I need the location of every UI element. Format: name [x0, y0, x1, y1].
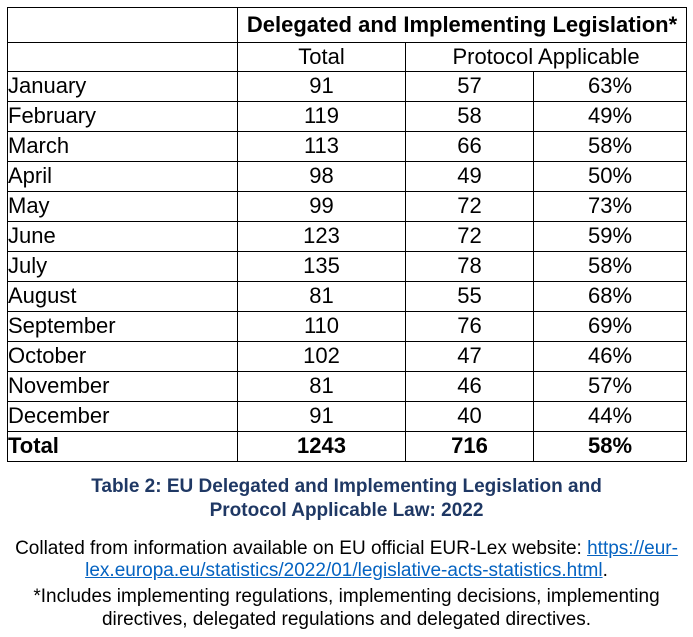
- footnote: *Includes implementing regulations, impl…: [0, 585, 693, 631]
- protocol-cell: 76: [405, 311, 534, 342]
- protocol-cell: 49: [405, 161, 534, 192]
- total-cell: 123: [237, 221, 406, 252]
- total-row-total: 1243: [237, 431, 406, 462]
- table-total-row: Total 1243 716 58%: [7, 431, 687, 462]
- protocol-cell: 55: [405, 281, 534, 312]
- total-cell: 99: [237, 191, 406, 222]
- month-cell: August: [7, 281, 238, 312]
- source-link[interactable]: https://eur-lex.europa.eu/statistics/202…: [85, 538, 678, 581]
- month-cell: December: [7, 401, 238, 432]
- protocol-cell: 72: [405, 221, 534, 252]
- table-caption: Table 2: EU Delegated and Implementing L…: [0, 475, 693, 523]
- percent-cell: 50%: [533, 161, 687, 192]
- protocol-cell: 47: [405, 341, 534, 372]
- percent-cell: 58%: [533, 131, 687, 162]
- protocol-cell: 78: [405, 251, 534, 282]
- table-header-row-columns: Total Protocol Applicable: [7, 42, 687, 72]
- caption-line-2: Protocol Applicable Law: 2022: [209, 500, 484, 521]
- table-row: February 119 58 49%: [7, 101, 687, 132]
- month-cell: January: [7, 71, 238, 102]
- table-row: October 102 47 46%: [7, 341, 687, 372]
- table-row: August 81 55 68%: [7, 281, 687, 312]
- total-cell: 91: [237, 71, 406, 102]
- month-cell: June: [7, 221, 238, 252]
- total-cell: 113: [237, 131, 406, 162]
- percent-cell: 69%: [533, 311, 687, 342]
- total-cell: 91: [237, 401, 406, 432]
- protocol-cell: 58: [405, 101, 534, 132]
- empty-corner-cell: [7, 7, 238, 43]
- table-header-row-group: Delegated and Implementing Legislation*: [7, 7, 687, 43]
- group-header-cell: Delegated and Implementing Legislation*: [237, 7, 687, 43]
- table-row: April 98 49 50%: [7, 161, 687, 192]
- percent-cell: 68%: [533, 281, 687, 312]
- month-cell: April: [7, 161, 238, 192]
- percent-cell: 73%: [533, 191, 687, 222]
- percent-cell: 44%: [533, 401, 687, 432]
- table-row: March 113 66 58%: [7, 131, 687, 162]
- protocol-cell: 46: [405, 371, 534, 402]
- total-cell: 102: [237, 341, 406, 372]
- month-cell: July: [7, 251, 238, 282]
- total-row-percent: 58%: [533, 431, 687, 462]
- percent-cell: 59%: [533, 221, 687, 252]
- protocol-cell: 40: [405, 401, 534, 432]
- source-note: Collated from information available on E…: [0, 538, 693, 582]
- total-cell: 135: [237, 251, 406, 282]
- total-cell: 81: [237, 281, 406, 312]
- table-row: June 123 72 59%: [7, 221, 687, 252]
- table-row: December 91 40 44%: [7, 401, 687, 432]
- protocol-cell: 66: [405, 131, 534, 162]
- column-header-total: Total: [237, 42, 406, 72]
- source-text: Collated from information available on E…: [15, 538, 588, 559]
- percent-cell: 57%: [533, 371, 687, 402]
- total-row-protocol: 716: [405, 431, 534, 462]
- month-cell: February: [7, 101, 238, 132]
- table-row: September 110 76 69%: [7, 311, 687, 342]
- legislation-table: Delegated and Implementing Legislation* …: [7, 7, 687, 462]
- footnote-text: Includes implementing regulations, imple…: [40, 586, 660, 630]
- month-cell: October: [7, 341, 238, 372]
- source-period: .: [602, 560, 608, 581]
- total-cell: 98: [237, 161, 406, 192]
- percent-cell: 46%: [533, 341, 687, 372]
- table-row: November 81 46 57%: [7, 371, 687, 402]
- footnote-asterisk: *: [33, 586, 41, 607]
- empty-header-cell: [7, 42, 238, 72]
- caption-line-1: Table 2: EU Delegated and Implementing L…: [91, 476, 602, 497]
- protocol-cell: 72: [405, 191, 534, 222]
- table-row: July 135 78 58%: [7, 251, 687, 282]
- protocol-cell: 57: [405, 71, 534, 102]
- percent-cell: 58%: [533, 251, 687, 282]
- table-row: May 99 72 73%: [7, 191, 687, 222]
- month-cell: November: [7, 371, 238, 402]
- table-row: January 91 57 63%: [7, 71, 687, 102]
- total-cell: 119: [237, 101, 406, 132]
- percent-cell: 49%: [533, 101, 687, 132]
- total-row-label: Total: [7, 431, 238, 462]
- column-header-protocol-applicable: Protocol Applicable: [405, 42, 687, 72]
- total-cell: 81: [237, 371, 406, 402]
- month-cell: March: [7, 131, 238, 162]
- total-cell: 110: [237, 311, 406, 342]
- percent-cell: 63%: [533, 71, 687, 102]
- month-cell: September: [7, 311, 238, 342]
- month-cell: May: [7, 191, 238, 222]
